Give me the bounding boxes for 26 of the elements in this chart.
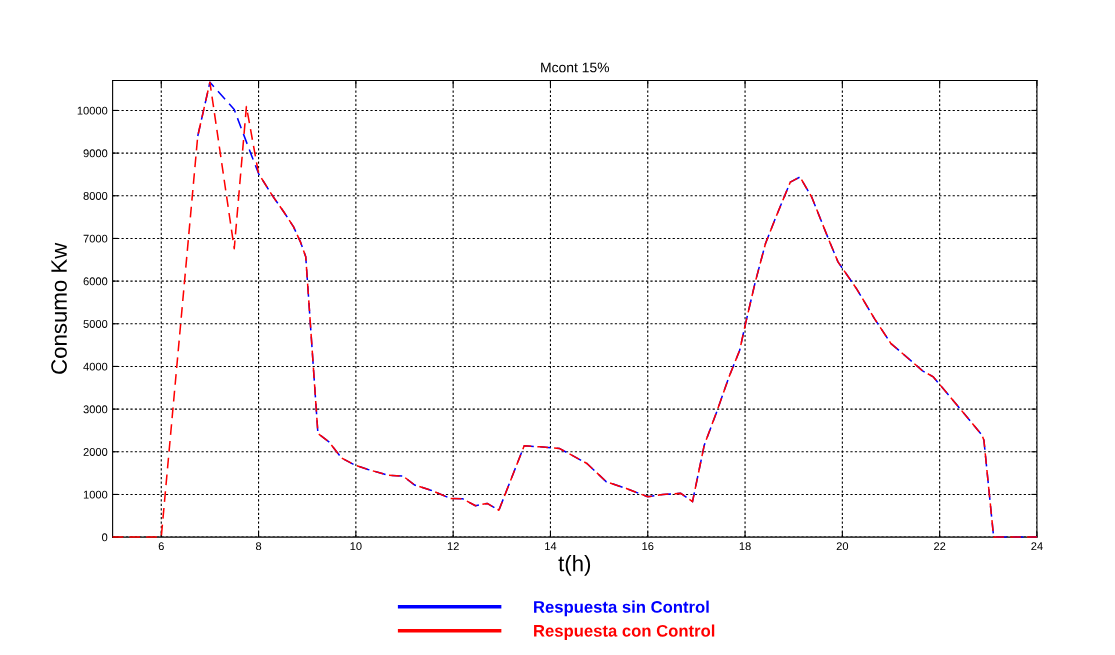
- y-tick-label: 1000: [83, 490, 108, 499]
- x-axis-title: t(h): [558, 555, 591, 576]
- x-tick-label: 24: [1031, 542, 1043, 551]
- text: Respuesta con Control: [534, 624, 715, 640]
- y-tick-label: 5000: [83, 320, 108, 328]
- x-tick-label: 6: [158, 542, 164, 551]
- text: Respuesta sin Control: [534, 600, 709, 617]
- x-tick-label: 14: [545, 542, 557, 551]
- x-tick-label: 22: [934, 542, 946, 551]
- x-tick-label: 18: [739, 542, 751, 551]
- y-tick-label: 3000: [83, 405, 108, 414]
- x-tick-label: 10: [350, 542, 362, 551]
- y-tick-label: 2000: [83, 448, 108, 456]
- chart-title: Mcont 15%: [541, 62, 610, 73]
- x-tick-label: 12: [447, 542, 459, 551]
- x-tick-label: 20: [836, 542, 849, 551]
- y-tick-label: 7000: [83, 234, 108, 243]
- y-tick-label: 10000: [77, 106, 108, 115]
- y-tick-label: 8000: [83, 192, 108, 200]
- y-tick-label: 9000: [83, 149, 108, 158]
- y-axis-title: Consumo Kw: [51, 242, 67, 374]
- y-tick-label: 6000: [83, 277, 108, 286]
- x-tick-label: 8: [255, 542, 262, 551]
- x-tick-label: 16: [642, 542, 654, 551]
- y-tick-label: 4000: [83, 362, 108, 371]
- y-tick-label: 0: [102, 533, 108, 542]
